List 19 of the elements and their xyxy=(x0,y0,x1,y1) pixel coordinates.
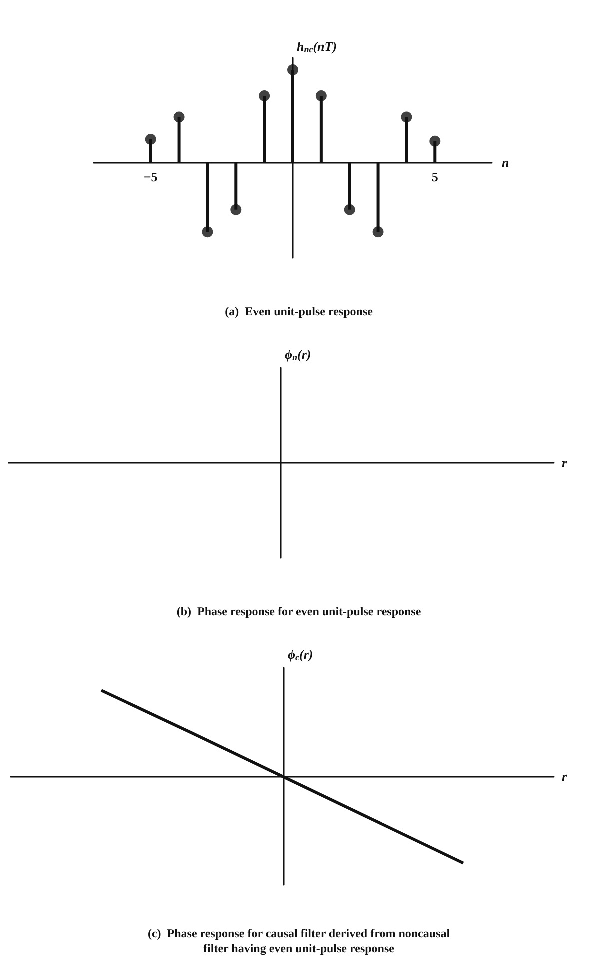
text: r xyxy=(562,456,568,470)
point xyxy=(344,204,356,216)
text: (c) Phase response for causal filter derived from noncausal filter having even unit-pulse response xyxy=(148,926,451,956)
text: (b) Phase response for even unit-pulse response xyxy=(176,604,422,618)
x-axis-title: r xyxy=(562,769,568,784)
point xyxy=(288,64,298,76)
point xyxy=(430,136,441,147)
x-tick-label: −5 xyxy=(144,170,158,185)
point xyxy=(372,226,384,238)
point xyxy=(401,112,412,123)
point xyxy=(145,134,156,145)
point xyxy=(316,90,327,102)
x-tick-label: 5 xyxy=(432,170,439,185)
point xyxy=(259,90,270,102)
text: (a) Even unit-pulse response xyxy=(225,304,374,318)
point xyxy=(230,204,242,216)
point xyxy=(174,112,185,123)
x-axis-title: n xyxy=(502,155,510,170)
point xyxy=(202,226,214,238)
